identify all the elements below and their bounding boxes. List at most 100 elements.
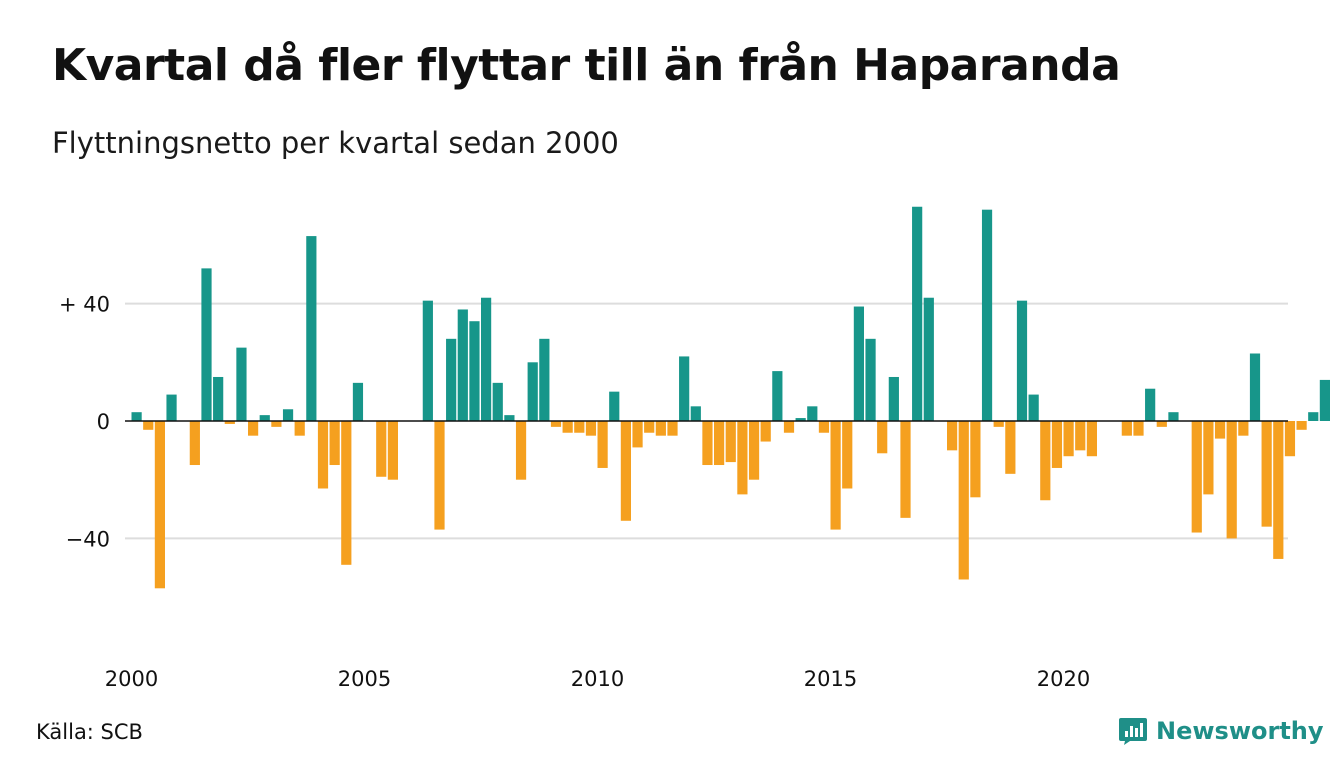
bar-positive — [888, 376, 899, 421]
bar-positive — [352, 382, 364, 422]
bar-negative — [842, 421, 853, 489]
bar-positive — [282, 409, 294, 421]
bar-positive — [504, 415, 515, 421]
newsworthy-logo-icon — [1119, 718, 1147, 745]
newsworthy-logo[interactable]: Newsworthy — [1118, 714, 1324, 748]
bar-negative — [1284, 421, 1296, 457]
bar-negative — [993, 421, 1004, 427]
bar-positive — [609, 391, 620, 421]
bar-positive — [795, 418, 806, 421]
bar-negative — [317, 421, 329, 489]
x-tick-label: 2000 — [105, 667, 158, 691]
bar-negative — [1075, 421, 1086, 451]
bar-negative — [877, 421, 888, 454]
bars — [131, 206, 1330, 589]
bar-negative — [818, 421, 830, 433]
chart-subtitle: Flyttningsnetto per kvartal sedan 2000 — [52, 126, 619, 160]
bar-negative — [574, 421, 585, 433]
bar-negative — [224, 421, 235, 424]
bar-positive — [1028, 394, 1039, 421]
bar-positive — [422, 300, 433, 421]
x-tick-label: 2020 — [1037, 667, 1090, 691]
bar-positive — [213, 376, 224, 421]
bar-negative — [1051, 421, 1063, 468]
bar-negative — [562, 421, 573, 433]
bar-negative — [1273, 421, 1284, 559]
bar-negative — [1296, 421, 1307, 430]
bar-negative — [387, 421, 398, 480]
bar-negative — [515, 421, 527, 480]
bar-positive — [166, 394, 177, 421]
bar-negative — [1226, 421, 1237, 539]
bar-negative — [702, 421, 713, 466]
bar-negative — [294, 421, 305, 436]
bar-negative — [655, 421, 666, 436]
bar-positive — [853, 306, 864, 421]
bar-negative — [900, 421, 911, 518]
bar-chart: + 40 0 −40 2000 2005 2010 2015 2020 — [59, 206, 1330, 691]
bar-negative — [783, 421, 795, 433]
bar-positive — [259, 415, 270, 421]
bar-negative — [329, 421, 340, 466]
bar-negative — [585, 421, 597, 436]
bar-negative — [958, 421, 969, 580]
bar-positive — [1016, 300, 1028, 421]
y-tick-label: 0 — [97, 410, 110, 434]
bar-positive — [446, 338, 457, 421]
bar-negative — [1261, 421, 1272, 527]
bar-negative — [1005, 421, 1016, 474]
bar-positive — [807, 406, 818, 421]
bar-positive — [236, 347, 247, 422]
bar-positive — [1308, 412, 1319, 421]
chart-title: Kvartal då fler flyttar till än från Hap… — [52, 40, 1121, 91]
bar-positive — [1319, 379, 1330, 421]
bar-negative — [1214, 421, 1226, 439]
bar-positive — [865, 338, 876, 421]
source-note: Källa: SCB — [36, 720, 143, 744]
bar-negative — [1238, 421, 1249, 436]
bar-negative — [1191, 421, 1202, 533]
bar-negative — [189, 421, 200, 466]
x-tick-label: 2005 — [338, 667, 391, 691]
bar-negative — [434, 421, 445, 530]
bar-negative — [1086, 421, 1097, 457]
bar-negative — [1203, 421, 1214, 495]
bar-negative — [644, 421, 655, 433]
bar-positive — [481, 297, 492, 421]
bar-negative — [1121, 421, 1132, 436]
bar-negative — [737, 421, 748, 495]
bar-positive — [690, 406, 701, 421]
bar-negative — [830, 421, 841, 530]
bar-negative — [620, 421, 631, 521]
y-tick-label: + 40 — [59, 293, 110, 317]
bar-negative — [725, 421, 736, 463]
bar-negative — [550, 421, 562, 427]
bar-positive — [1249, 353, 1261, 421]
bar-negative — [597, 421, 608, 468]
bar-negative — [1156, 421, 1167, 427]
bar-negative — [154, 421, 165, 589]
bar-positive — [772, 371, 783, 422]
bar-positive — [457, 309, 468, 421]
bar-negative — [970, 421, 981, 498]
bar-negative — [947, 421, 958, 451]
bar-positive — [679, 356, 690, 421]
bar-positive — [539, 338, 550, 421]
bar-negative — [376, 421, 387, 477]
bar-negative — [1040, 421, 1051, 501]
bar-positive — [1168, 412, 1179, 421]
bar-positive — [1145, 388, 1156, 421]
bar-negative — [760, 421, 771, 442]
bar-positive — [469, 321, 480, 421]
bar-negative — [748, 421, 760, 480]
bar-negative — [341, 421, 352, 565]
bar-positive — [923, 297, 934, 421]
axes: + 40 0 −40 2000 2005 2010 2015 2020 — [59, 293, 1288, 691]
bar-positive — [492, 382, 503, 422]
brand-name: Newsworthy — [1156, 717, 1324, 745]
grid-lines — [125, 302, 1288, 540]
x-tick-label: 2015 — [804, 667, 857, 691]
bar-negative — [1063, 421, 1074, 457]
bar-positive — [981, 209, 993, 421]
bar-negative — [143, 421, 154, 430]
